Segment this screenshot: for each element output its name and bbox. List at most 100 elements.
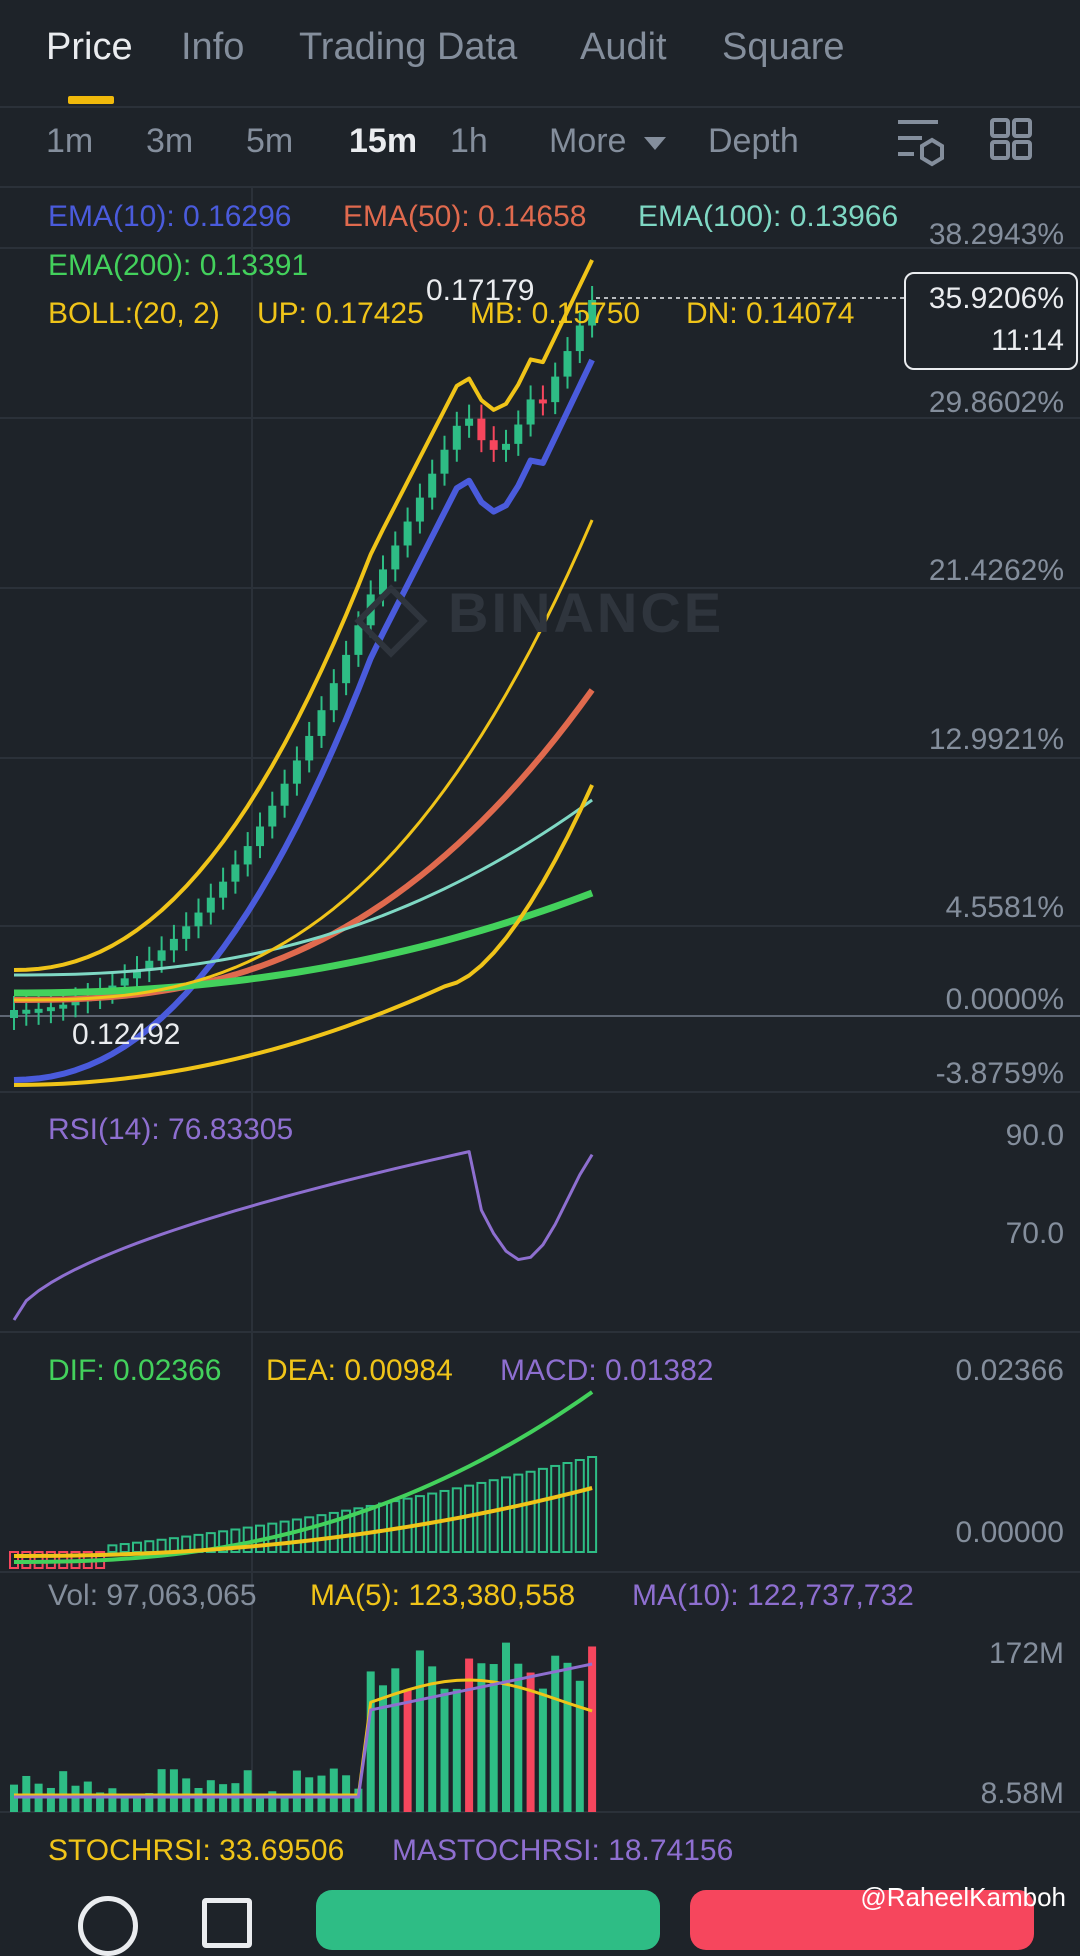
countdown-timer: 11:14 [991, 324, 1064, 358]
volume-legend: Vol: 97,063,065 [48, 1579, 257, 1613]
candle [244, 846, 252, 864]
macd-bar [367, 1506, 375, 1552]
mastochrsi-legend: MASTOCHRSI: 18.74156 [392, 1834, 733, 1868]
volume-ma5-legend: MA(5): 123,380,558 [310, 1579, 575, 1613]
chat-icon[interactable] [78, 1896, 138, 1956]
dea-line [14, 1488, 592, 1556]
candle [256, 826, 264, 846]
candle [231, 864, 239, 881]
candle [564, 351, 572, 377]
volume-bar [330, 1769, 338, 1812]
candle [527, 399, 535, 424]
volume-bar [527, 1673, 535, 1812]
candle [59, 1005, 67, 1009]
macd-bar [490, 1480, 498, 1552]
volume-ma10-legend: MA(10): 122,737,732 [632, 1579, 914, 1613]
candle [47, 1007, 55, 1011]
rsi-axis-label: 90.0 [1006, 1119, 1064, 1153]
volume-bar [47, 1788, 55, 1812]
volume-bar [391, 1668, 399, 1812]
macd-bar [539, 1469, 547, 1552]
candle [318, 710, 326, 736]
candle [35, 1009, 43, 1013]
ema50-legend: EMA(50): 0.14658 [343, 200, 586, 234]
candle [207, 898, 215, 913]
candle [416, 498, 424, 522]
low-price-marker: 0.12492 [72, 1018, 180, 1052]
volume-bar [441, 1689, 449, 1812]
macd-axis-label: 0.02366 [956, 1354, 1064, 1388]
volume-bar [367, 1671, 375, 1812]
candle [170, 939, 178, 950]
volume-bar [170, 1769, 178, 1812]
macd-bar [588, 1457, 596, 1552]
macd-legend: MACD: 0.01382 [500, 1354, 713, 1388]
volume-bar [551, 1656, 559, 1812]
macd-bar [551, 1466, 559, 1552]
candle [502, 444, 510, 450]
volume-bar [588, 1646, 596, 1812]
boll-up-legend: UP: 0.17425 [257, 297, 424, 331]
candle [551, 377, 559, 403]
price-axis-label: 29.8602% [929, 386, 1064, 420]
candle [354, 625, 362, 655]
candle [453, 426, 461, 450]
volume-bar [72, 1786, 80, 1812]
candle [342, 655, 350, 683]
candle [121, 978, 129, 985]
candle [404, 522, 412, 546]
macd-bar [379, 1504, 387, 1552]
volume-bar [539, 1689, 547, 1812]
boll-dn-legend: DN: 0.14074 [686, 297, 854, 331]
candle [293, 760, 301, 783]
candle [10, 1010, 18, 1018]
document-icon[interactable] [202, 1898, 252, 1948]
macd-axis-label: 0.00000 [956, 1516, 1064, 1550]
price-axis-label: 12.9921% [929, 723, 1064, 757]
candle [514, 425, 522, 444]
macd-bar [576, 1460, 584, 1552]
dea-legend: DEA: 0.00984 [266, 1354, 453, 1388]
volume-bar [158, 1769, 166, 1812]
candle [219, 882, 227, 898]
price-axis-label: -3.8759% [936, 1057, 1064, 1091]
dif-legend: DIF: 0.02366 [48, 1354, 221, 1388]
volume-bar [416, 1650, 424, 1812]
candle [22, 1010, 30, 1014]
macd-bar [527, 1472, 535, 1552]
price-axis-label: 4.5581% [946, 891, 1064, 925]
volume-axis-label: 172M [989, 1637, 1064, 1671]
buy-button[interactable] [316, 1890, 660, 1950]
price-axis-label: 38.2943% [929, 218, 1064, 252]
price-axis-label: 0.0000% [946, 983, 1064, 1017]
candle [195, 913, 203, 927]
ema100-legend: EMA(100): 0.13966 [638, 200, 898, 234]
boll-legend: BOLL:(20, 2) [48, 297, 220, 331]
high-price-marker: 0.17179 [426, 274, 534, 308]
macd-bar [145, 1541, 153, 1552]
volume-bar [59, 1771, 67, 1812]
macd-bar [564, 1463, 572, 1552]
macd-bar [108, 1545, 116, 1552]
macd-bar [133, 1543, 141, 1552]
current-price-tag: 35.9206% 11:14 [904, 272, 1078, 370]
volume-bar [576, 1681, 584, 1812]
macd-bar [514, 1475, 522, 1552]
volume-bar [453, 1689, 461, 1812]
current-percent: 35.9206% [929, 282, 1064, 316]
macd-bar [318, 1515, 326, 1552]
candle [428, 474, 436, 498]
price-axis-label: 21.4262% [929, 554, 1064, 588]
rsi-axis-label: 70.0 [1006, 1217, 1064, 1251]
candle [305, 736, 313, 760]
volume-bar [428, 1666, 436, 1812]
candle [465, 419, 473, 426]
candle [268, 806, 276, 827]
macd-bar [502, 1477, 510, 1552]
macd-bar [465, 1486, 473, 1552]
candle [391, 545, 399, 569]
candle [281, 784, 289, 806]
volume-bar [108, 1788, 116, 1812]
macd-bar [477, 1483, 485, 1552]
candle [330, 683, 338, 710]
